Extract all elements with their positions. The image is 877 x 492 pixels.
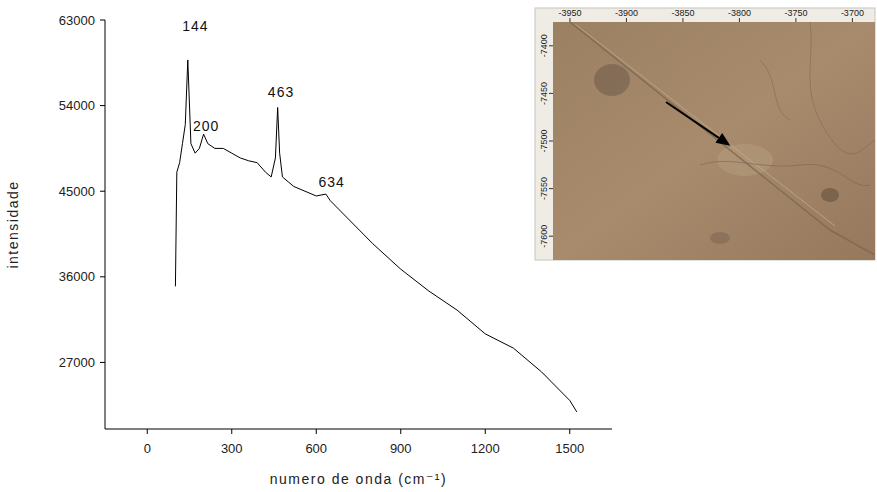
x-tick-label: 600 [305,441,327,456]
x-tick-label: 0 [144,441,151,456]
inset-x-tick-label: -3750 [784,8,807,18]
y-tick-label: 45000 [59,184,95,199]
inset-y-tick-label: -7400 [539,34,549,57]
inset-y-tick [549,93,553,94]
x-tick-label: 1200 [471,441,500,456]
crack [575,24,835,226]
crack [570,22,875,255]
y-tick-label: 54000 [59,98,95,113]
y-tick [100,362,105,363]
micrograph-ground [553,22,875,260]
y-tick-label: 63000 [59,13,95,28]
inset-y-tick-label: -7600 [539,225,549,248]
dark-spot [594,64,630,96]
x-axis [105,429,612,430]
x-tick [569,429,570,434]
inset-x-tick-label: -3800 [728,8,751,18]
inset-y-tick-label: -7500 [539,129,549,152]
inset-x-tick [626,18,627,22]
arrow-head [715,133,730,146]
x-tick-label: 1500 [555,441,584,456]
x-tick [316,429,317,434]
inset-x-tick [569,18,570,22]
inset: -3950 -3900 -3850 -3800 -3750 -3700 -7400 -7450… [535,8,875,260]
dark-spot [710,232,730,244]
inset-x-tick [739,18,740,22]
x-tick [231,429,232,434]
x-tick [147,429,148,434]
dark-spot [821,188,839,202]
inset-x-tick [682,18,683,22]
x-axis-title: numero de onda (cm⁻¹) [270,471,447,487]
peak-label: 200 [193,118,219,134]
inset-x-tick-label: -3700 [841,8,864,18]
inset-x-tick-label: -3850 [671,8,694,18]
inset-y-tick [549,236,553,237]
inset-frame [535,8,875,260]
inset-y-tick-label: -7450 [539,82,549,105]
inset-x-tick [852,18,853,22]
y-axis-title: intensidade [5,180,21,268]
inset-x-tick [795,18,796,22]
y-tick [100,191,105,192]
peak-label: 634 [319,174,345,190]
peak-label: 463 [268,84,294,100]
inset-y-tick-label: -7550 [539,177,549,200]
micrograph [553,22,875,260]
inset-y-tick [549,45,553,46]
x-tick-label: 900 [390,441,412,456]
x-tick [485,429,486,434]
chart: 27000 36000 45000 54000 63000 0 300 600 900 1200 1… [0,0,877,492]
inset-y-tick [549,188,553,189]
arrow-shaft [666,102,719,138]
inset-x-tick-label: -3900 [615,8,638,18]
y-axis [105,20,106,429]
crack [700,161,870,185]
plot-area [175,60,576,412]
y-tick [100,105,105,106]
inset-y-tick [549,141,553,142]
peak-label: 144 [182,18,208,34]
spectrum-line [175,60,576,412]
y-tick-label: 27000 [59,355,95,370]
y-tick [100,20,105,21]
crack [810,22,875,154]
inset-x-tick-label: -3950 [558,8,581,18]
y-tick [100,276,105,277]
crack [760,60,790,120]
y-tick-label: 36000 [59,269,95,284]
x-tick [400,429,401,434]
x-tick-label: 300 [221,441,243,456]
